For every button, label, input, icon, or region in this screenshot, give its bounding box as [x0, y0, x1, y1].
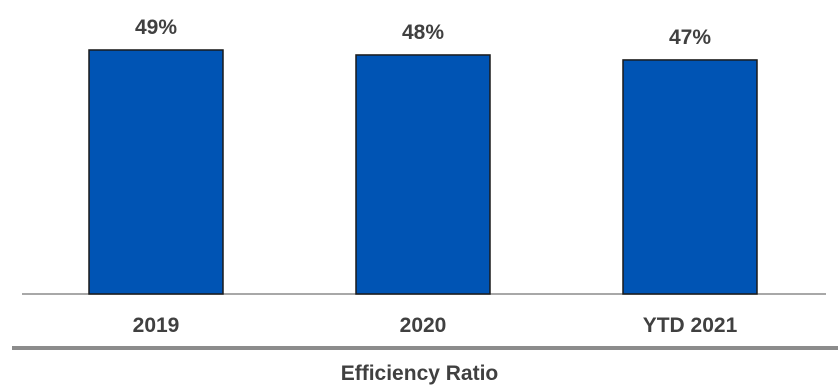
category-label-ytd-2021: YTD 2021 [643, 314, 738, 337]
bar-2019 [88, 49, 224, 295]
title-divider [12, 346, 838, 350]
bar-chart-svg: 49% 2019 48% 2020 47% YTD 2021 [22, 16, 826, 337]
chart-title: Efficiency Ratio [340, 362, 499, 385]
value-label-2019: 49% [135, 16, 177, 39]
value-label-2020: 48% [402, 21, 444, 44]
value-label-ytd-2021: 47% [669, 26, 711, 49]
bars-group: 49% 2019 48% 2020 47% YTD 2021 [88, 16, 758, 337]
bar-ytd-2021 [622, 59, 758, 295]
category-label-2020: 2020 [400, 314, 447, 337]
category-label-2019: 2019 [133, 314, 180, 337]
bar-2020 [355, 54, 491, 295]
